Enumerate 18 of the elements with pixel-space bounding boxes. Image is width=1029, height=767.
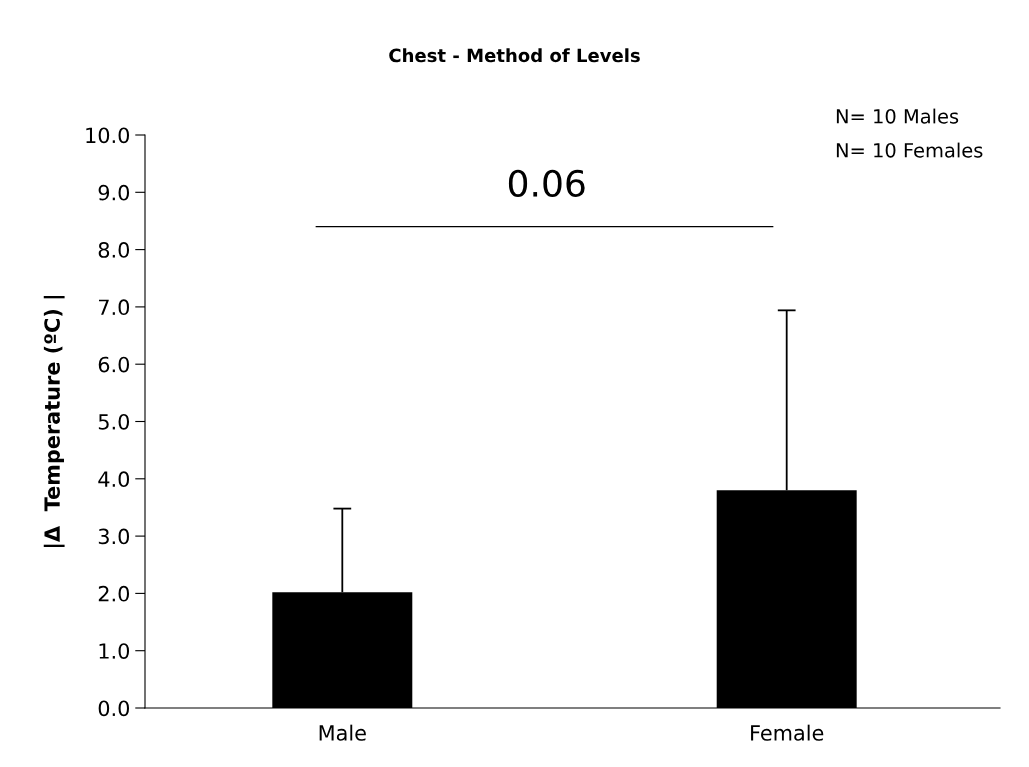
- y-tick-label: 10.0: [86, 127, 130, 144]
- text: N= 10 Males: [836, 108, 959, 124]
- y-tick-label: 3.0: [98, 528, 130, 545]
- y-tick-label: 2.0: [98, 585, 130, 602]
- x-tick-label: Female: [751, 724, 824, 741]
- chart-title: Chest - Method of Levels: [389, 48, 640, 63]
- y-tick-label: 8.0: [98, 242, 130, 258]
- y-tick-label: 9.0: [98, 184, 130, 201]
- y-tick-label: 6.0: [98, 356, 130, 373]
- y-tick-label: 1.0: [99, 643, 130, 659]
- y-tick-label: 7.0: [98, 299, 130, 316]
- x-tick-label: Male: [319, 724, 366, 741]
- annotation: 0.06: [508, 169, 585, 198]
- y-tick-label: 4.0: [98, 471, 130, 488]
- annotation: N= 10 Females: [836, 142, 983, 158]
- y-tick-label: 0.0: [98, 700, 130, 717]
- y-tick-label: 5.0: [98, 413, 130, 430]
- y-axis-title: |Δ Temperature (ºC) |: [43, 296, 65, 547]
